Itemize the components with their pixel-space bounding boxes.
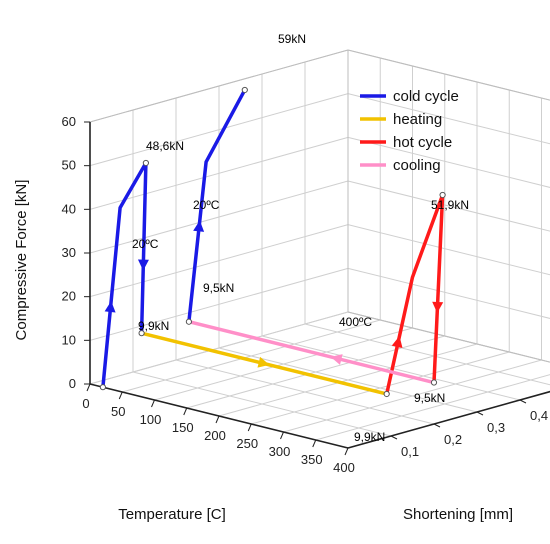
- arrow-layer: [104, 220, 444, 368]
- grid-line-back-z: [89, 136, 349, 210]
- x-tick-mark: [280, 431, 284, 440]
- x-tick-mark: [312, 439, 317, 448]
- data-point-marker: [99, 384, 107, 391]
- data-point-marker: [185, 318, 192, 325]
- x-tick-mark: [183, 407, 188, 416]
- x-tick-label: 400: [333, 460, 355, 475]
- axis-layer: 0 10 20 30 40 50 60 0 50 100 150 200 250 300 350 400 0,1…: [62, 114, 550, 475]
- grid-line-back-z: [89, 93, 349, 167]
- data-point-marker: [430, 379, 438, 386]
- x-tick-label: 200: [204, 428, 226, 443]
- y-tick-mark: [476, 411, 484, 416]
- x-tick-label: 50: [111, 404, 125, 419]
- direction-arrow: [104, 300, 116, 313]
- series-cold-cycle-4: [187, 88, 247, 324]
- grid-line-back-z: [89, 224, 349, 298]
- z-tick-label: 10: [62, 332, 76, 347]
- direction-arrow: [391, 336, 403, 348]
- direction-arrow: [330, 354, 343, 365]
- y-tick-label: 0,3: [487, 420, 505, 435]
- direction-arrow: [257, 356, 270, 368]
- z-tick-label: 60: [62, 114, 76, 129]
- annotation-20c-first: 20ºC: [132, 237, 159, 251]
- x-tick-label: 100: [140, 412, 162, 427]
- legend-label-heating: heating: [393, 111, 442, 128]
- grid-line-floor-y: [175, 359, 435, 425]
- y-tick-mark: [519, 399, 527, 404]
- x-tick-mark: [86, 383, 91, 392]
- grid-line-back-z: [89, 180, 349, 254]
- grid-layer: [89, 49, 550, 449]
- direction-arrow: [432, 301, 444, 313]
- series-hot-cycle-2: [384, 193, 445, 396]
- x-axis-title: Temperature [C]: [118, 506, 226, 523]
- data-point-marker: [383, 390, 390, 398]
- annotation-51-9kn: 51,9kN: [431, 198, 469, 212]
- x-tick-label: 300: [269, 444, 291, 459]
- series-cooling-3: [187, 319, 436, 385]
- data-point-marker: [142, 159, 149, 167]
- annotation-9-9kn-cold: 9,9kN: [138, 319, 169, 333]
- legend-label-cooling: cooling: [393, 157, 441, 174]
- x-tick-mark: [118, 391, 123, 400]
- x-tick-mark: [215, 415, 220, 424]
- y-tick-label: 0,2: [444, 432, 462, 447]
- annotation-20c-second: 20ºC: [193, 198, 220, 212]
- grid-line-right-z: [347, 136, 550, 188]
- annotation-9-9kn-hot: 9,9kN: [354, 430, 385, 444]
- grid-line-right-z: [347, 224, 550, 276]
- z-tick-label: 40: [62, 201, 76, 216]
- annotation-9-5kn-cold: 9,5kN: [203, 281, 234, 295]
- z-tick-label: 0: [69, 376, 76, 391]
- series-cold-cycle-0: [101, 161, 148, 389]
- annotation-9-5kn-hot: 9,5kN: [414, 391, 445, 405]
- z-tick-label: 30: [62, 245, 76, 260]
- y-axis-title: Shortening [mm]: [403, 506, 513, 523]
- y-tick-mark: [390, 435, 398, 440]
- grid-frame: [347, 49, 550, 101]
- x-tick-label: 0: [82, 396, 89, 411]
- data-point-marker: [138, 330, 145, 337]
- y-tick-label: 0,4: [530, 408, 548, 423]
- legend: cold cycle heating hot cycle cooling: [360, 88, 459, 174]
- grid-line-right-z: [347, 180, 550, 232]
- annotation-400c: 400ºC: [339, 315, 372, 329]
- x-tick-mark: [151, 399, 155, 408]
- x-tick-label: 150: [172, 420, 194, 435]
- annotations: 48,6kN 9,9kN 20ºC 20ºC 9,5kN 59kN 51,9kN…: [132, 32, 469, 444]
- y-tick-label: 0,1: [401, 444, 419, 459]
- x-tick-label: 350: [301, 452, 323, 467]
- data-point-marker: [241, 86, 248, 94]
- legend-label-hot-cycle: hot cycle: [393, 134, 452, 151]
- grid-line-right-z: [347, 267, 550, 319]
- grid-line-floor-y: [132, 371, 392, 437]
- x-tick-mark: [344, 447, 349, 456]
- annotation-48-6kn: 48,6kN: [146, 139, 184, 153]
- direction-arrow: [193, 220, 205, 232]
- z-tick-label: 20: [62, 289, 76, 304]
- z-tick-label: 50: [62, 158, 76, 173]
- direction-arrow: [137, 259, 149, 271]
- grid-frame: [89, 49, 349, 123]
- annotation-59kn: 59kN: [278, 32, 306, 46]
- grid-line-right-z: [347, 93, 550, 145]
- y-tick-mark: [433, 423, 441, 428]
- x-tick-mark: [247, 423, 252, 432]
- z-axis-title: Compressive Force [kN]: [13, 180, 30, 341]
- legend-label-cold-cycle: cold cycle: [393, 88, 459, 105]
- grid-frame: [347, 311, 550, 363]
- grid-line-back-z: [89, 267, 349, 341]
- x-tick-label: 250: [236, 436, 258, 451]
- data-point-marker: [439, 191, 446, 199]
